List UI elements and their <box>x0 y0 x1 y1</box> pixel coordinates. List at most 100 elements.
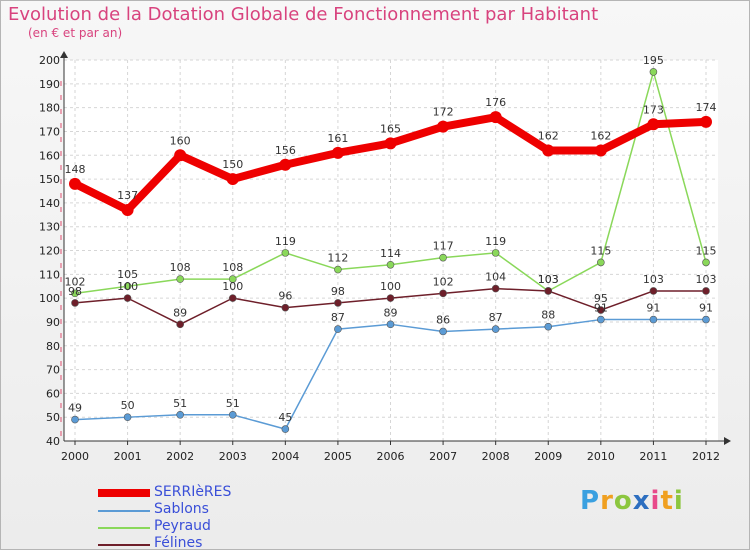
data-point <box>491 249 500 257</box>
y-tick-label: 60 <box>46 387 60 400</box>
data-point <box>597 306 605 314</box>
y-tick-label: 150 <box>39 173 60 186</box>
data-label: 114 <box>380 247 401 260</box>
data-label: 103 <box>538 273 559 286</box>
y-tick-label: 70 <box>46 364 60 377</box>
data-point <box>491 284 500 293</box>
data-label: 50 <box>121 399 135 412</box>
data-point <box>176 275 184 283</box>
data-label: 87 <box>489 311 503 324</box>
y-tick-label: 170 <box>39 125 60 138</box>
x-tick-label: 2006 <box>377 450 405 463</box>
data-point <box>542 144 555 157</box>
data-label: 89 <box>173 306 187 319</box>
legend-item-felines[interactable]: Félines <box>98 535 358 552</box>
data-point <box>544 287 553 295</box>
data-label: 45 <box>278 411 292 424</box>
data-label: 108 <box>170 261 191 274</box>
legend-swatch-peyraud <box>98 527 150 529</box>
logo-letter: t <box>660 486 674 516</box>
x-tick-label: 2002 <box>166 450 194 463</box>
data-point <box>702 258 710 267</box>
data-label: 105 <box>117 268 138 281</box>
data-label: 100 <box>380 280 401 293</box>
data-label: 160 <box>170 134 191 147</box>
data-point <box>647 118 660 131</box>
logo-letter: x <box>632 486 651 516</box>
data-point <box>700 115 712 128</box>
data-point <box>121 204 134 217</box>
legend-item-peyraud[interactable]: Peyraud <box>98 518 358 535</box>
data-point <box>489 111 502 124</box>
data-label: 156 <box>275 144 296 157</box>
data-label: 91 <box>699 302 713 315</box>
data-label: 51 <box>226 397 240 410</box>
data-point <box>176 411 184 419</box>
data-label: 119 <box>485 235 506 248</box>
y-tick-label: 40 <box>46 435 60 448</box>
data-label: 115 <box>590 244 611 257</box>
data-label: 95 <box>594 292 608 305</box>
data-label: 115 <box>696 244 717 257</box>
legend-label-sablons: Sablons <box>154 501 209 517</box>
data-label: 96 <box>278 290 292 303</box>
data-point <box>176 320 184 329</box>
data-point <box>439 289 447 298</box>
data-label: 87 <box>331 311 345 324</box>
data-label: 173 <box>643 103 664 116</box>
legend-swatch-sablons <box>98 510 150 512</box>
y-tick-label: 160 <box>39 149 60 162</box>
x-tick-label: 2004 <box>271 450 299 463</box>
data-label: 195 <box>643 54 664 67</box>
y-tick-label: 140 <box>39 197 60 210</box>
y-tick-label: 90 <box>46 316 60 329</box>
data-point <box>281 303 290 312</box>
y-tick-label: 50 <box>46 411 60 424</box>
data-label: 108 <box>222 261 243 274</box>
data-point <box>702 315 710 324</box>
data-point <box>281 425 290 433</box>
data-label: 162 <box>538 129 559 142</box>
data-point <box>334 265 342 274</box>
data-point <box>594 144 607 157</box>
data-label: 137 <box>117 189 138 202</box>
legend-item-serrieres[interactable]: SERRIèRES <box>98 484 358 501</box>
x-tick-label: 2011 <box>639 450 667 463</box>
data-label: 103 <box>643 273 664 286</box>
data-point <box>228 275 237 283</box>
legend-swatch-felines <box>98 544 150 546</box>
data-point <box>123 294 132 302</box>
data-point <box>71 299 79 307</box>
proxiti-logo: Proxiti <box>580 486 684 516</box>
logo-letter: i <box>673 486 684 516</box>
logo-letter: o <box>613 486 633 516</box>
data-label: 91 <box>646 302 660 315</box>
y-tick-label: 130 <box>39 221 60 234</box>
logo-letter: r <box>600 486 614 516</box>
data-point <box>281 249 290 257</box>
legend-item-sablons[interactable]: Sablons <box>98 501 358 518</box>
x-tick-label: 2009 <box>534 450 562 463</box>
y-axis-arrow <box>60 51 68 58</box>
data-label: 100 <box>222 280 243 293</box>
line-chart: 40 50 60 70 80 90 100 110 120 130 140 150 160 170 180 1… <box>39 51 731 463</box>
data-label: 148 <box>65 163 86 176</box>
data-point <box>384 137 397 150</box>
data-point <box>71 289 79 298</box>
legend-label-peyraud: Peyraud <box>154 518 211 534</box>
data-label: 112 <box>327 252 348 265</box>
data-label: 103 <box>696 273 717 286</box>
data-point <box>439 327 447 336</box>
data-point <box>69 177 81 190</box>
data-label: 86 <box>436 313 450 326</box>
data-point <box>439 253 447 262</box>
data-point <box>597 315 605 324</box>
data-label: 100 <box>117 280 138 293</box>
data-label: 103 <box>538 273 559 286</box>
chart-subtitle: (en € et par an) <box>28 26 123 40</box>
legend-swatch-serrieres <box>98 489 150 497</box>
legend-label-felines: Félines <box>154 535 203 551</box>
x-tick-label: 2012 <box>692 450 720 463</box>
data-label: 117 <box>433 240 454 253</box>
data-point <box>331 146 344 159</box>
